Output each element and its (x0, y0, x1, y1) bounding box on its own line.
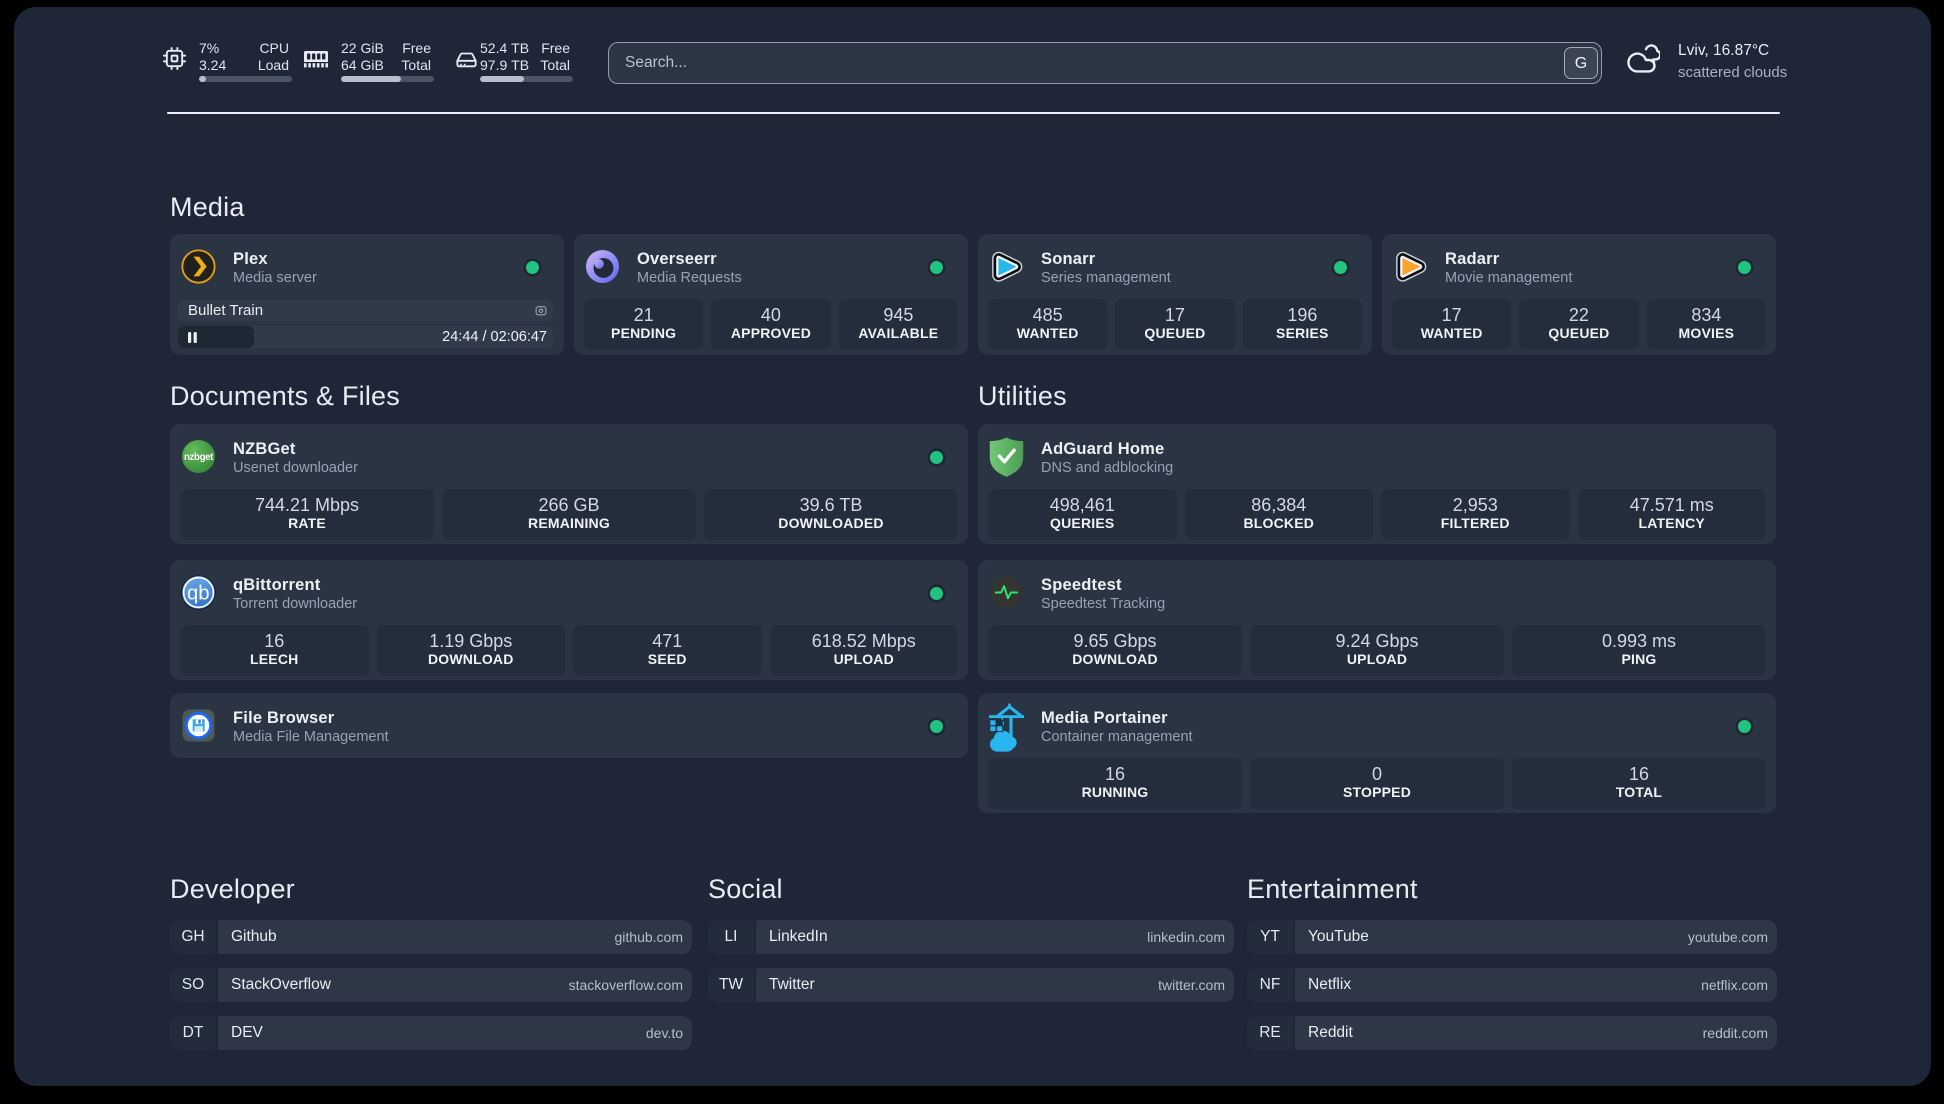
svg-text:qb: qb (187, 582, 210, 604)
svg-text:nzbget: nzbget (184, 452, 214, 463)
